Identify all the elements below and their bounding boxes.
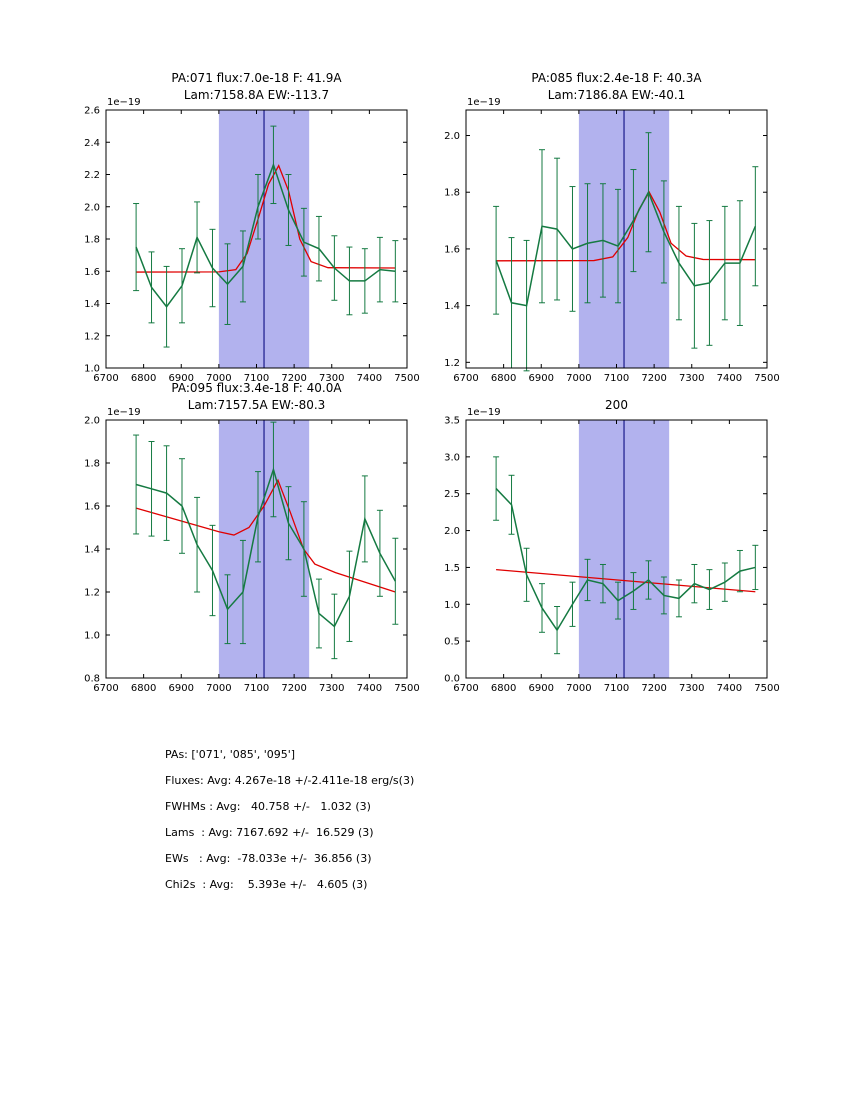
stats-line-fwhms: FWHMs : Avg: 40.758 +/- 1.032 (3): [165, 800, 371, 813]
stats-line-pas: PAs: ['071', '085', '095']: [165, 748, 296, 761]
stats-line-chi2s: Chi2s : Avg: 5.393e +/- 4.605 (3): [165, 878, 368, 891]
stats-block: PAs: ['071', '085', '095'] Fluxes: Avg: …: [165, 742, 414, 898]
stats-line-lams: Lams : Avg: 7167.692 +/- 16.529 (3): [165, 826, 374, 839]
stats-line-ews: EWs : Avg: -78.033e +/- 36.856 (3): [165, 852, 372, 865]
stats-line-fluxes: Fluxes: Avg: 4.267e-18 +/-2.411e-18 erg/…: [165, 774, 415, 787]
spectra-plots-canvas: [0, 0, 850, 700]
